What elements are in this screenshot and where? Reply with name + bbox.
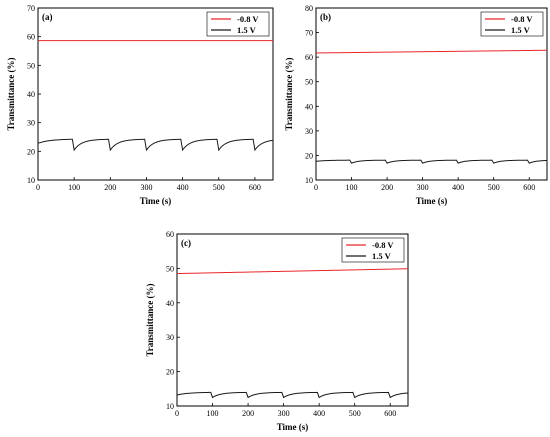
chart-panel-2: 0 100 200 300 400 500 600 10 20 30 40 50 60 70 80 Time …: [284, 4, 548, 206]
y-axis-title: Transmittance (%): [6, 57, 16, 130]
y-tick-label: 60: [27, 33, 35, 42]
y-tick-label: 80: [305, 4, 313, 13]
x-tick-label: 100: [346, 183, 358, 192]
y-tick-label: 70: [305, 29, 313, 38]
y-tick-label: 30: [166, 333, 174, 342]
x-tick-label: 200: [381, 183, 393, 192]
y-tick-label: 30: [27, 119, 35, 128]
y-tick-label: 40: [166, 299, 174, 308]
series-line-pos-1-5v: [37, 138, 274, 152]
x-tick-label: 500: [349, 409, 361, 418]
y-tick-label: 10: [27, 176, 35, 185]
x-tick-label: 400: [452, 183, 464, 192]
legend-label: 1.5 V: [372, 251, 392, 261]
x-axis-title: Time (s): [140, 196, 172, 206]
series-line-pos-1-5v: [176, 391, 409, 399]
x-tick-label: 500: [488, 183, 500, 192]
x-tick-label: 100: [68, 183, 80, 192]
x-tick-label: 600: [523, 183, 535, 192]
y-tick-label: 70: [27, 4, 35, 13]
x-tick-label: 300: [278, 409, 290, 418]
legend-label: -0.8 V: [372, 240, 394, 250]
panel-label: (c): [181, 238, 191, 248]
x-tick-label: 500: [213, 183, 225, 192]
y-tick-label: 40: [27, 90, 35, 99]
x-tick-label: 400: [313, 409, 325, 418]
plot-frame: [176, 233, 409, 407]
y-axis-title: Transmittance (%): [145, 283, 155, 356]
y-tick-label: 60: [305, 53, 313, 62]
x-tick-label: 100: [207, 409, 219, 418]
x-tick-label: 0: [36, 183, 40, 192]
legend: [206, 11, 270, 37]
series-line-pos-1-5v: [315, 159, 548, 164]
y-tick-label: 10: [166, 402, 174, 411]
x-tick-label: 400: [177, 183, 189, 192]
chart-panel-3: 0 100 200 300 400 500 600 10 20 30 40 50 60 Time (s) T…: [145, 230, 409, 432]
x-tick-label: 200: [104, 183, 116, 192]
y-tick-label: 40: [305, 102, 313, 111]
plot-frame: [315, 7, 548, 181]
legend: [480, 11, 544, 37]
y-axis-title: Transmittance (%): [284, 57, 294, 130]
legend: [341, 237, 405, 263]
panel-label: (b): [320, 12, 331, 22]
x-tick-label: 0: [314, 183, 318, 192]
x-tick-label: 0: [175, 409, 179, 418]
x-tick-label: 300: [140, 183, 152, 192]
panel-label: (a): [42, 12, 53, 22]
x-tick-label: 300: [417, 183, 429, 192]
y-tick-label: 50: [305, 78, 313, 87]
chart-panel-1: 0 100 200 300 400 500 600 10 20 30 40 50 60 70 Time (s…: [6, 4, 274, 206]
y-tick-label: 20: [305, 151, 313, 160]
legend-label: 1.5 V: [511, 25, 531, 35]
y-tick-label: 50: [166, 264, 174, 273]
series-line-neg-0-8v: [176, 268, 409, 275]
x-axis-title: Time (s): [416, 196, 448, 206]
y-tick-label: 20: [27, 147, 35, 156]
y-tick-label: 20: [166, 368, 174, 377]
x-axis-title: Time (s): [277, 422, 309, 432]
y-tick-label: 60: [166, 230, 174, 239]
legend-label: -0.8 V: [511, 14, 533, 24]
legend-label: 1.5 V: [237, 25, 257, 35]
x-tick-label: 200: [242, 409, 254, 418]
y-tick-label: 50: [27, 61, 35, 70]
series-line-neg-0-8v: [315, 49, 548, 54]
legend-label: -0.8 V: [237, 14, 259, 24]
x-tick-label: 600: [384, 409, 396, 418]
x-tick-label: 600: [249, 183, 261, 192]
y-tick-label: 10: [305, 176, 313, 185]
y-tick-label: 30: [305, 127, 313, 136]
